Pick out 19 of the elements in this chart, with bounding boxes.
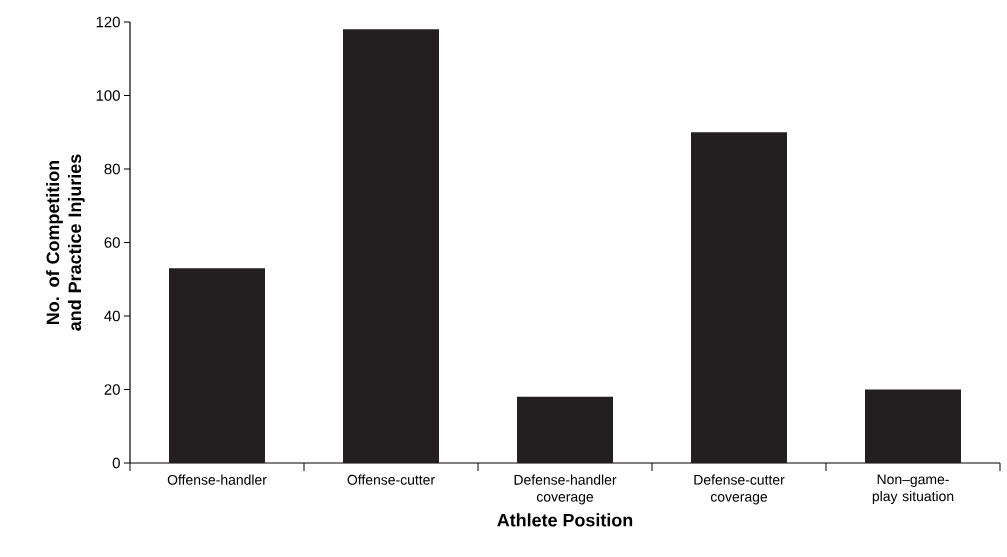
bar: [691, 132, 788, 463]
bar: [169, 268, 265, 463]
x-tick-label: Offense-handler: [167, 474, 267, 485]
x-tick-label: Offense-cutter: [347, 474, 435, 485]
x-tick-label: Defense-handler coverage: [514, 474, 617, 505]
y-tick-label: 100: [96, 90, 120, 101]
y-tick-label: 80: [104, 163, 120, 175]
bar: [517, 396, 613, 463]
y-tick-label: 120: [96, 16, 120, 28]
y-tick-label: 0: [112, 457, 120, 469]
bar: [865, 389, 962, 463]
y-tick-label: 20: [104, 384, 120, 395]
y-axis-title: No. of Competition and Practice Injuries: [46, 154, 85, 331]
bar: [343, 29, 439, 463]
x-axis-title: Athlete Position: [497, 513, 633, 527]
y-tick-label: 60: [104, 237, 120, 248]
x-tick-label: Defense-cutter coverage: [694, 474, 785, 505]
y-tick-label: 40: [104, 310, 120, 322]
x-tick-label: Non–game-play situation: [872, 474, 954, 504]
